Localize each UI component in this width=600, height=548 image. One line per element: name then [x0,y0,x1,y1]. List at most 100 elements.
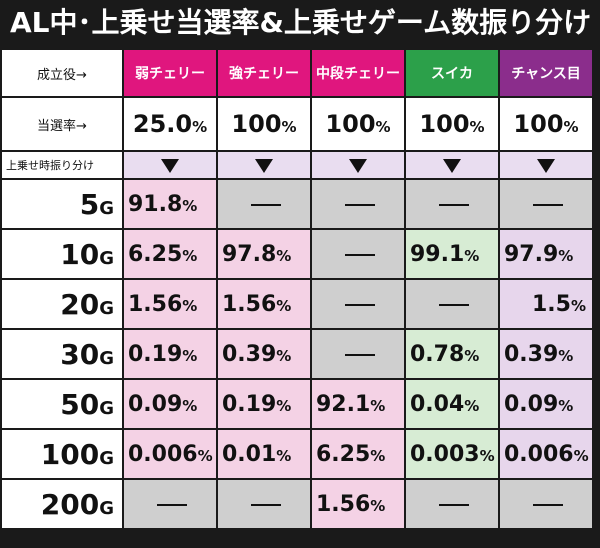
value-number: 1.56 [222,291,277,317]
percent-unit: % [276,296,292,315]
value-number: 0.19 [128,341,183,367]
value-number: 0.04 [410,391,465,417]
empty-cell [406,180,498,228]
rate-value: 25.0 [132,110,193,138]
dash-icon [439,203,469,206]
empty-cell [312,230,404,278]
value-number: 0.39 [504,341,559,367]
rate-row: 当選率→ 25.0% 100% 100% 100% 100% [2,98,592,150]
value-number: 0.006 [128,441,198,467]
table-row: 50G 0.09% 0.19% 92.1% 0.04% 0.09% [2,380,592,428]
role-row-label: 成立役→ [2,50,122,96]
distribution-row-label: 上乗せ時振り分け [2,152,122,178]
game-count-number: 50 [60,387,100,421]
game-count-label: 200G [2,480,122,528]
value-cell: 1.56% [218,280,310,328]
role-header: スイカ [406,50,498,96]
value-cell: 0.39% [500,330,592,378]
empty-cell [500,480,592,528]
arrow-row: 上乗せ時振り分け [2,152,592,178]
value-cell: 0.19% [124,330,216,378]
empty-cell [218,180,310,228]
rate-value: 100 [513,110,564,138]
value-number: 6.25 [316,441,371,467]
rate-unit: % [469,118,485,136]
game-count-number: 5 [79,187,100,221]
dash-icon [533,203,563,206]
value-cell: 1.56% [312,480,404,528]
value-cell: 0.19% [218,380,310,428]
empty-cell [312,280,404,328]
dash-icon [251,203,281,206]
empty-cell [406,480,498,528]
percent-unit: % [182,246,198,265]
rate-value: 100 [325,110,376,138]
value-cell: 0.006% [500,430,592,478]
distribution-table: 成立役→ 弱チェリー 強チェリー 中段チェリー スイカ チャンス目 当選率→ 25.0%… [0,48,594,530]
down-arrow-icon [443,159,461,173]
role-header: チャンス目 [500,50,592,96]
table-row: 100G 0.006% 0.01% 6.25% 0.003% 0.006% [2,430,592,478]
value-cell: 0.04% [406,380,498,428]
value-cell: 0.09% [500,380,592,428]
value-number: 0.19 [222,391,277,417]
rate-cell: 25.0% [124,98,216,150]
game-count-number: 200 [40,487,100,521]
value-cell: 91.8% [124,180,216,228]
table-row: 20G 1.56% 1.56% 1.5% [2,280,592,328]
table-row: 10G 6.25% 97.8% 99.1% 97.9% [2,230,592,278]
percent-unit: % [370,396,386,415]
value-cell: 6.25% [312,430,404,478]
down-arrow-icon [255,159,273,173]
rate-cell: 100% [500,98,592,150]
percent-unit: % [558,246,574,265]
game-count-number: 100 [40,437,100,471]
rate-value: 100 [419,110,470,138]
percent-unit: % [558,396,574,415]
value-number: 91.8 [128,191,183,217]
down-arrow-icon [161,159,179,173]
percent-unit: % [479,446,495,465]
rate-cell: 100% [312,98,404,150]
role-header-row: 成立役→ 弱チェリー 強チェリー 中段チェリー スイカ チャンス目 [2,50,592,96]
game-count-label: 50G [2,380,122,428]
table-row: 30G 0.19% 0.39% 0.78% 0.39% [2,330,592,378]
value-cell: 0.003% [406,430,498,478]
value-number: 1.56 [316,491,371,517]
table-row: 200G 1.56% [2,480,592,528]
percent-unit: % [276,346,292,365]
value-number: 97.8 [222,241,277,267]
percent-unit: % [370,446,386,465]
percent-unit: % [276,246,292,265]
game-count-number: 20 [60,287,100,321]
value-cell: 0.01% [218,430,310,478]
game-count-unit: G [99,447,114,469]
percent-unit: % [182,296,198,315]
dash-icon [251,503,281,506]
percent-unit: % [464,346,480,365]
value-number: 0.09 [128,391,183,417]
empty-cell [312,330,404,378]
percent-unit: % [558,346,574,365]
arrow-cell [218,152,310,178]
percent-unit: % [182,396,198,415]
down-arrow-icon [349,159,367,173]
rate-row-label: 当選率→ [2,98,122,150]
game-count-unit: G [99,347,114,369]
empty-cell [218,480,310,528]
percent-unit: % [570,296,586,315]
value-number: 0.01 [222,441,277,467]
game-count-number: 10 [60,237,100,271]
game-count-number: 30 [60,337,100,371]
value-number: 6.25 [128,241,183,267]
rate-cell: 100% [406,98,498,150]
value-cell: 97.8% [218,230,310,278]
value-cell: 6.25% [124,230,216,278]
rate-unit: % [281,118,297,136]
percent-unit: % [573,446,589,465]
arrow-cell [406,152,498,178]
percent-unit: % [276,396,292,415]
value-cell: 0.78% [406,330,498,378]
value-cell: 0.006% [124,430,216,478]
value-number: 97.9 [504,241,559,267]
